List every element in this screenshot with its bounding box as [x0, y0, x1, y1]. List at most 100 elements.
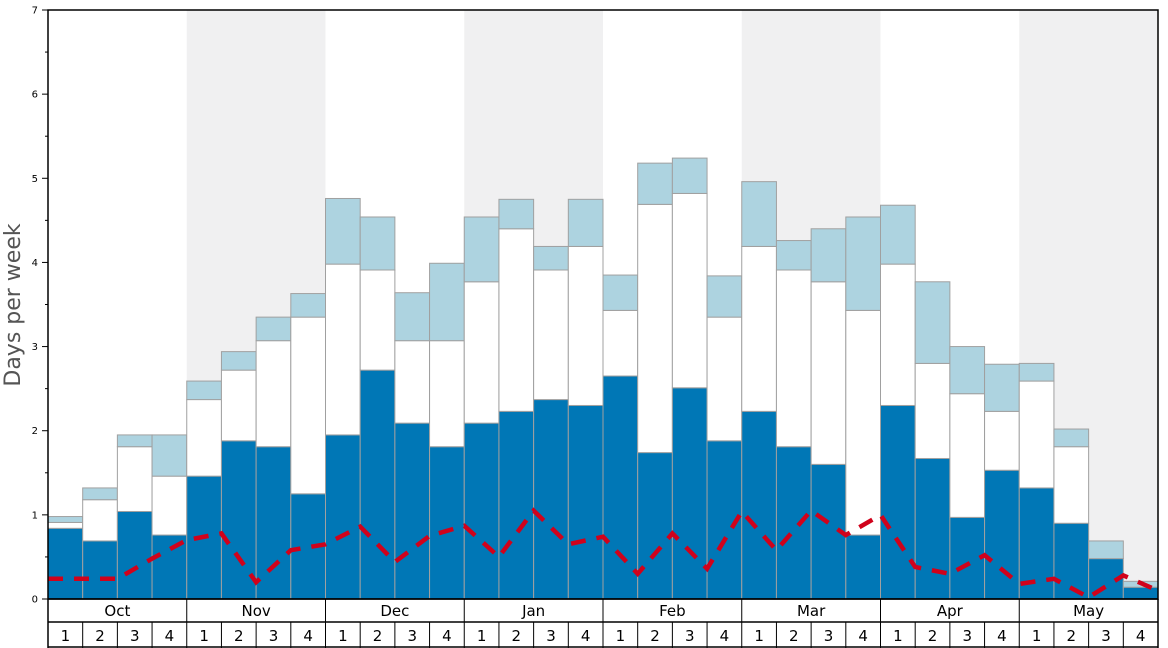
month-label: Apr — [937, 602, 964, 620]
bar-segment — [533, 245, 569, 271]
bar-segment — [47, 516, 84, 523]
y-axis: 0 1 2 3 4 5 6 7 — [32, 6, 48, 606]
y-tick-label: 2 — [32, 426, 38, 437]
bar-segment — [429, 446, 465, 600]
bar-segment — [82, 540, 118, 600]
bar-segment — [151, 475, 188, 536]
bar-segment — [325, 263, 361, 436]
bar-segment — [394, 292, 431, 342]
bar-segment — [671, 387, 708, 600]
bar-segment — [914, 362, 951, 459]
bar-segment — [186, 399, 222, 477]
bar-segment — [567, 198, 604, 247]
bar-segment — [47, 521, 84, 529]
week-label: 3 — [685, 627, 695, 645]
week-label: 1 — [1032, 627, 1042, 645]
week-label: 1 — [754, 627, 764, 645]
bar-segment — [775, 240, 812, 271]
x-axis: Oct Nov Dec Jan Feb Mar Apr May 1 2 3 4 1 2 3 4 1 2 3 4 1 2 3 4… — [47, 598, 1159, 648]
bar-segment — [567, 245, 604, 406]
bar-segment — [498, 228, 535, 412]
weekly-bars — [47, 157, 1159, 600]
week-label: 3 — [269, 627, 279, 645]
bar-segment — [1122, 586, 1159, 600]
y-tick-label: 6 — [32, 90, 38, 101]
bar-segment — [255, 446, 292, 600]
bar-segment — [637, 162, 673, 205]
month-label: Dec — [380, 602, 409, 620]
bar-segment — [1053, 446, 1090, 524]
week-label: 3 — [824, 627, 834, 645]
bar-segment — [151, 434, 188, 477]
bar-segment — [116, 446, 153, 512]
week-label: 3 — [962, 627, 972, 645]
y-tick-label: 1 — [32, 510, 38, 521]
week-label: 2 — [95, 627, 105, 645]
bar-segment — [810, 281, 847, 465]
week-label: 4 — [858, 627, 868, 645]
week-label: 2 — [928, 627, 938, 645]
week-label: 1 — [893, 627, 903, 645]
bar-segment — [82, 487, 118, 501]
bar-segment — [498, 198, 535, 230]
bar-segment — [845, 309, 881, 536]
bar-segment — [116, 510, 153, 600]
week-label: 3 — [546, 627, 556, 645]
week-label: 2 — [512, 627, 522, 645]
bar-segment — [984, 410, 1020, 471]
bar-segment — [949, 393, 986, 518]
month-label: Mar — [797, 602, 826, 620]
bar-segment — [637, 452, 673, 600]
week-label: 1 — [338, 627, 348, 645]
bar-segment — [533, 399, 569, 600]
bar-segment — [602, 375, 639, 600]
week-label: 2 — [373, 627, 383, 645]
y-tick-label: 5 — [32, 174, 38, 185]
week-label: 2 — [234, 627, 244, 645]
bar-segment — [533, 269, 569, 401]
bar-segment — [637, 203, 673, 454]
bar-segment — [325, 434, 361, 600]
y-tick-label: 4 — [32, 258, 38, 269]
bar-segment — [1053, 428, 1090, 448]
bar-segment — [429, 340, 465, 448]
bar-segment — [359, 369, 396, 600]
bar-segment — [498, 410, 535, 600]
bar-segment — [186, 380, 222, 401]
week-label: 4 — [1136, 627, 1146, 645]
bar-segment — [949, 516, 986, 600]
bar-segment — [741, 245, 777, 412]
week-label: 4 — [303, 627, 313, 645]
bar-segment — [463, 281, 500, 424]
bar-segment — [220, 369, 257, 442]
bar-segment — [290, 316, 326, 495]
bar-segment — [359, 269, 396, 371]
week-label: 1 — [61, 627, 71, 645]
week-label: 4 — [442, 627, 452, 645]
bar-segment — [845, 534, 881, 600]
bar-segment — [914, 281, 951, 364]
week-label: 3 — [130, 627, 140, 645]
bar-segment — [602, 274, 639, 311]
bar-segment — [1018, 380, 1055, 489]
bar-segment — [220, 440, 257, 600]
bar-segment — [810, 228, 847, 283]
week-label: 3 — [407, 627, 417, 645]
week-label: 4 — [581, 627, 591, 645]
week-label: 1 — [616, 627, 626, 645]
bar-segment — [984, 363, 1020, 412]
month-label: Jan — [521, 602, 545, 620]
y-tick-label: 7 — [32, 6, 38, 17]
bar-segment — [359, 216, 396, 271]
bar-segment — [116, 434, 153, 448]
bar-segment — [567, 404, 604, 600]
week-label: 4 — [997, 627, 1007, 645]
bar-segment — [671, 157, 708, 194]
y-tick-label: 3 — [32, 342, 38, 353]
bar-segment — [775, 446, 812, 600]
bar-segment — [741, 410, 777, 600]
bar-segment — [82, 499, 118, 542]
month-label: Oct — [104, 602, 130, 620]
bar-segment — [880, 263, 916, 406]
